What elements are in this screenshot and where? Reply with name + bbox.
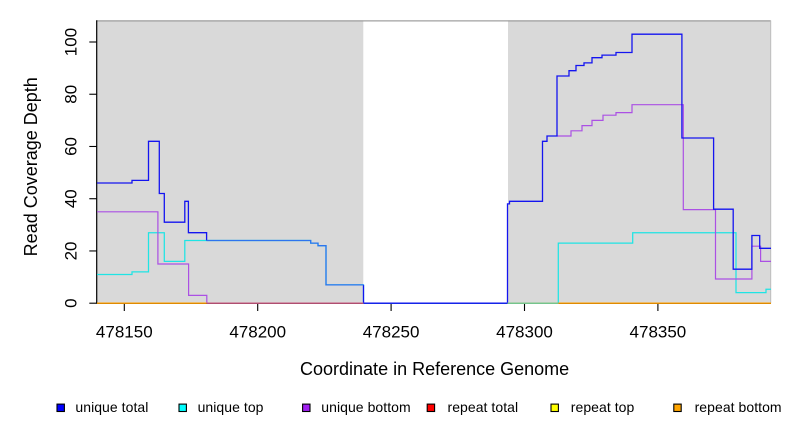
svg-text:478200: 478200 <box>229 323 286 342</box>
svg-text:478350: 478350 <box>630 323 687 342</box>
svg-text:repeat total: repeat total <box>448 399 519 415</box>
svg-text:20: 20 <box>62 241 81 260</box>
svg-text:100: 100 <box>62 28 81 56</box>
svg-text:478300: 478300 <box>496 323 553 342</box>
svg-text:0: 0 <box>62 298 81 307</box>
svg-text:478250: 478250 <box>363 323 420 342</box>
svg-text:478150: 478150 <box>96 323 153 342</box>
svg-text:unique bottom: unique bottom <box>321 399 410 415</box>
svg-text:Coordinate in Reference Genome: Coordinate in Reference Genome <box>300 359 569 379</box>
svg-text:60: 60 <box>62 137 81 156</box>
svg-text:unique total: unique total <box>75 399 148 415</box>
svg-text:Read Coverage Depth: Read Coverage Depth <box>21 77 41 256</box>
svg-text:40: 40 <box>62 189 81 208</box>
svg-text:80: 80 <box>62 85 81 104</box>
svg-text:repeat top: repeat top <box>571 399 635 415</box>
svg-text:unique top: unique top <box>198 399 264 415</box>
svg-text:repeat bottom: repeat bottom <box>695 399 782 415</box>
